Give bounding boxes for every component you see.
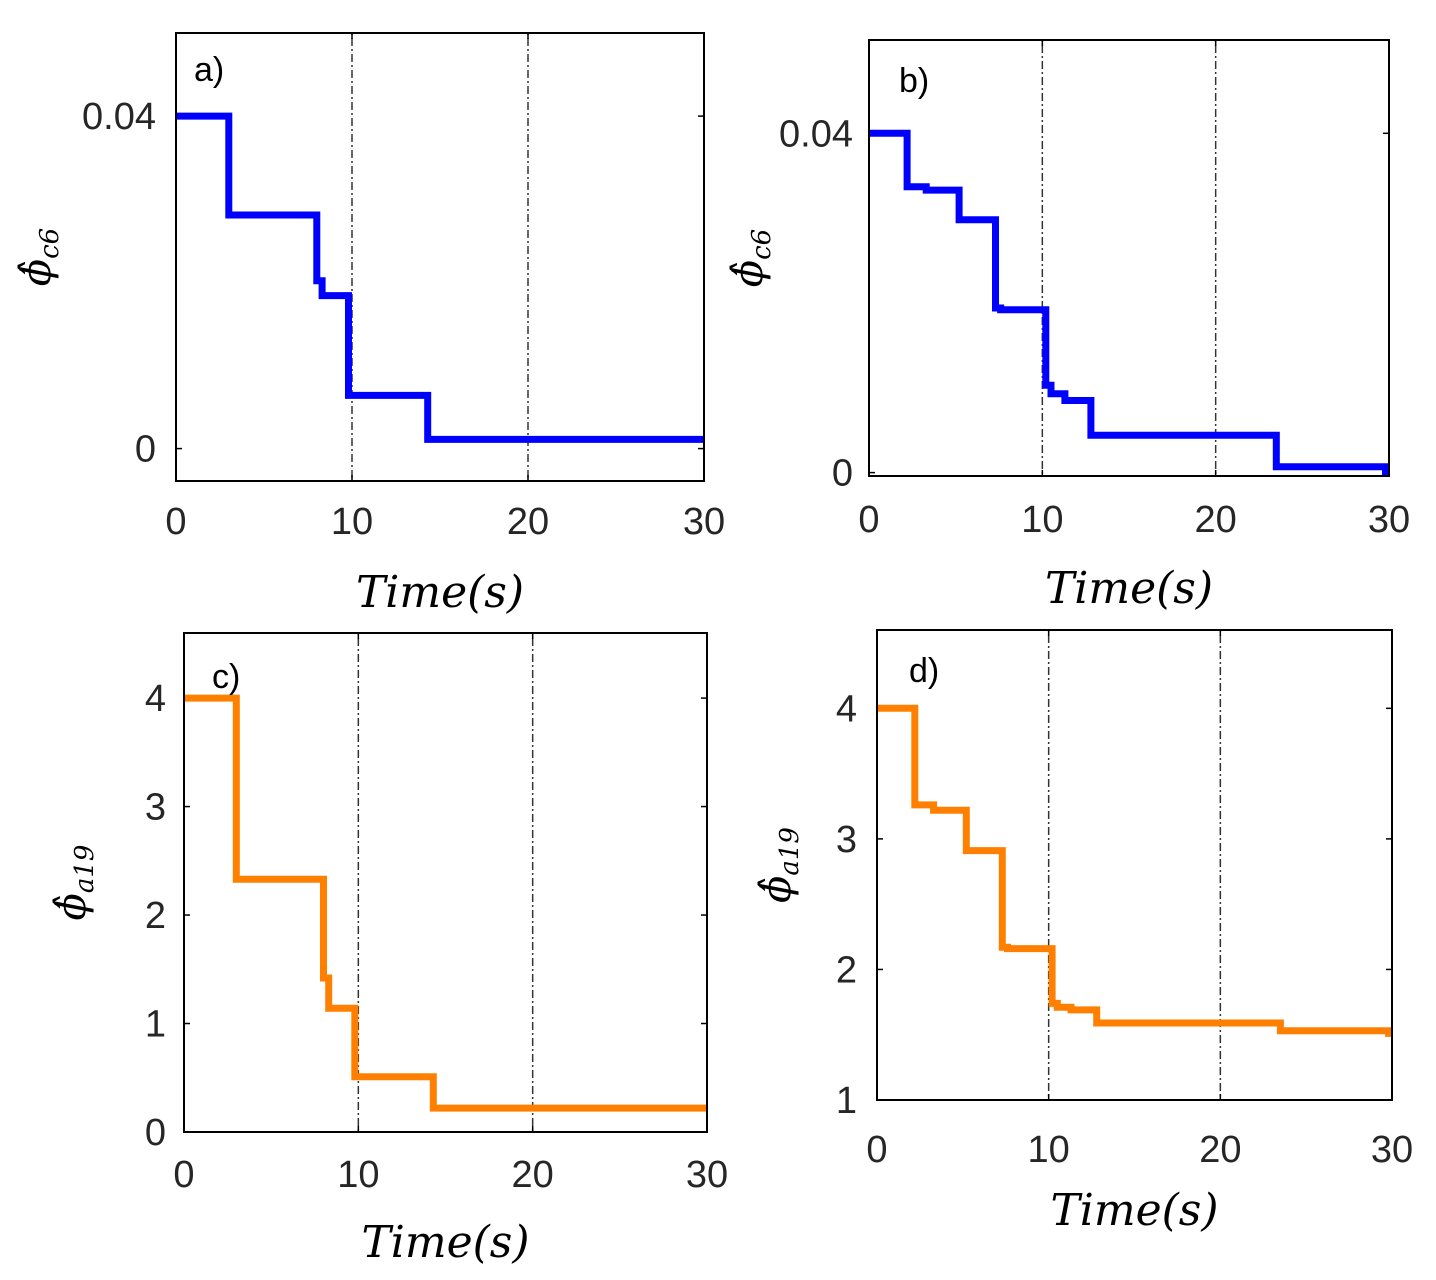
y-tick-label: 0.04 [82,96,156,138]
y-tick-label: 0 [832,453,853,495]
x-tick-label: 10 [1028,1129,1070,1171]
y-axis-label-symbol: ϕ̂ [726,260,772,287]
y-tick-label: 2 [145,895,166,937]
y-tick-label: 0 [145,1112,166,1154]
x-tick-label: 30 [1368,499,1410,541]
y-axis-label-symbol: ϕ̂ [14,259,60,286]
y-axis-label-subscript: a19 [70,845,100,894]
panel-label: d) [909,652,939,690]
series-line-phi-c6 [869,129,1389,477]
panel-label: a) [194,51,224,89]
y-tick-label: 0.04 [779,113,853,155]
x-tick-label: 10 [331,501,373,543]
y-axis-label-symbol: ϕ̂ [754,876,800,903]
x-tick-label: 0 [173,1154,194,1196]
y-axis-label-subscript: c6 [747,229,777,260]
axes-frame [175,32,705,482]
panel-d: 0 10 20 30 1 2 3 4 d) Time(s) ϕ̂a19 [754,629,1413,1236]
y-axis-label: ϕ̂a19 [49,845,100,921]
series-line-phi-a19 [184,694,707,1112]
x-tick-label: 0 [165,501,186,543]
x-axis-label: Time(s) [1050,1185,1218,1236]
axes-frame [183,632,708,1133]
x-tick-label: 20 [507,501,549,543]
x-tick-label: 30 [1371,1129,1413,1171]
x-tick-label: 0 [866,1129,887,1171]
x-tick-label: 30 [683,501,725,543]
y-tick-label: 1 [145,1004,166,1046]
y-tick-label: 3 [836,819,857,861]
x-tick-label: 20 [1199,1129,1241,1171]
x-tick-label: 0 [858,499,879,541]
y-tick-label: 2 [836,949,857,991]
y-axis-label: ϕ̂c6 [726,229,777,287]
y-axis-label-subscript: c6 [35,228,65,259]
y-axis-label: ϕ̂a19 [754,827,805,903]
x-axis-label: Time(s) [361,1217,529,1268]
y-tick-label: 0 [135,429,156,471]
panel-b: 0 10 20 30 0 0.04 b) Time(s) ϕ̂c6 [726,39,1410,614]
x-tick-label: 20 [1195,499,1237,541]
y-axis-label-subscript: a19 [775,827,805,876]
series-line-phi-c6 [176,112,704,443]
y-tick-label: 4 [836,688,857,730]
y-axis-label-symbol: ϕ̂ [49,893,95,920]
series-line-phi-a19 [877,704,1393,1037]
axes-frame [868,39,1390,477]
y-axis-label: ϕ̂c6 [14,228,65,286]
panel-label: b) [899,62,929,100]
x-tick-label: 10 [1021,499,1063,541]
x-tick-label: 30 [686,1154,728,1196]
x-tick-label: 10 [337,1154,379,1196]
axes-frame [876,629,1393,1101]
x-axis-label: Time(s) [1045,563,1213,614]
panel-c: 0 10 20 30 0 1 2 3 4 c) Time(s) ϕ̂a19 [49,632,728,1268]
x-axis-label: Time(s) [356,567,524,618]
y-tick-label: 3 [145,787,166,829]
panel-label: c) [212,658,240,696]
x-tick-label: 20 [512,1154,554,1196]
panel-a: 0 10 20 30 0 0.04 a) Time(s) ϕ̂c6 [14,32,725,618]
y-tick-label: 1 [836,1080,857,1122]
y-tick-label: 4 [145,678,166,720]
